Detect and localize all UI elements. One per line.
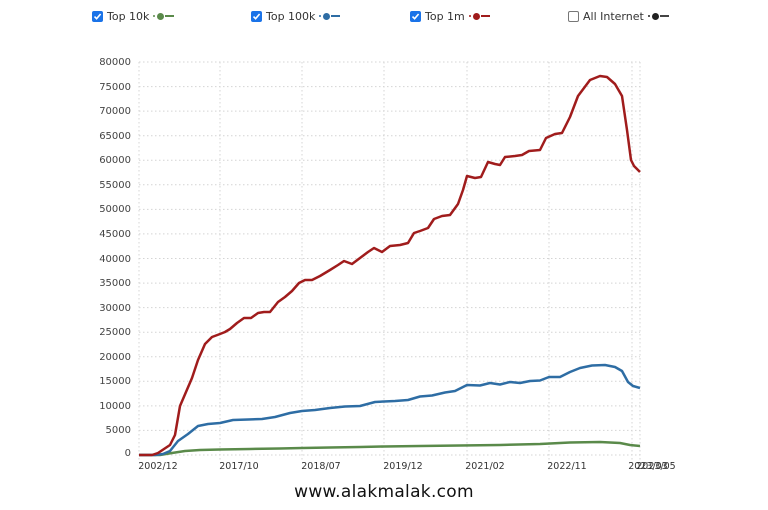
legend-label: Top 100k: [266, 9, 316, 23]
legend-item-top-100k[interactable]: Top 100k: [251, 7, 341, 25]
checkbox-checked-icon[interactable]: [251, 10, 262, 22]
y-axis-labels: 80000 75000 70000 65000 60000 55000 5000…: [99, 57, 131, 459]
legend-item-top-10k[interactable]: Top 10k: [92, 7, 175, 25]
svg-text:40000: 40000: [99, 254, 131, 265]
svg-text:30000: 30000: [99, 303, 131, 314]
svg-text:50000: 50000: [99, 204, 131, 215]
svg-text:45000: 45000: [99, 229, 131, 240]
svg-text:0: 0: [125, 448, 131, 459]
svg-text:2021/02: 2021/02: [465, 461, 504, 472]
series-swatch-icon: [647, 12, 669, 20]
svg-text:80000: 80000: [99, 57, 131, 68]
svg-text:2019/12: 2019/12: [383, 461, 422, 472]
svg-text:60000: 60000: [99, 155, 131, 166]
svg-text:10000: 10000: [99, 401, 131, 412]
svg-text:55000: 55000: [99, 180, 131, 191]
checkbox-checked-icon[interactable]: [92, 10, 103, 22]
checkbox-checked-icon[interactable]: [410, 10, 421, 22]
chart-legend: Top 10k Top 100k Top 1m All Internet: [0, 7, 768, 25]
svg-text:5000: 5000: [106, 425, 131, 436]
series-line-top-1m: [139, 74, 641, 457]
series-swatch-icon: [153, 12, 175, 20]
svg-text:2023/05: 2023/05: [636, 461, 675, 472]
svg-text:2017/10: 2017/10: [219, 461, 258, 472]
series-swatch-icon: [319, 12, 341, 20]
svg-text:2018/07: 2018/07: [301, 461, 340, 472]
svg-text:70000: 70000: [99, 106, 131, 117]
x-axis-labels: 2002/12 2017/10 2018/07 2019/12 2021/02 …: [138, 461, 675, 472]
legend-label: All Internet: [583, 9, 644, 23]
legend-label: Top 1m: [425, 9, 465, 23]
legend-item-all-internet[interactable]: All Internet: [568, 7, 669, 25]
series-swatch-icon: [468, 12, 490, 20]
svg-text:20000: 20000: [99, 352, 131, 363]
grid: [138, 61, 641, 460]
svg-text:75000: 75000: [99, 82, 131, 93]
svg-text:2022/11: 2022/11: [547, 461, 586, 472]
svg-text:65000: 65000: [99, 131, 131, 142]
svg-text:25000: 25000: [99, 327, 131, 338]
svg-text:35000: 35000: [99, 278, 131, 289]
checkbox-unchecked-icon[interactable]: [568, 10, 579, 22]
line-chart: 80000 75000 70000 65000 60000 55000 5000…: [99, 57, 676, 472]
svg-text:2023/03: 2023/03: [628, 461, 667, 472]
svg-text:15000: 15000: [99, 376, 131, 387]
svg-text:2002/12: 2002/12: [138, 461, 177, 472]
series-line-top-100k: [139, 363, 641, 457]
legend-label: Top 10k: [107, 9, 150, 23]
legend-item-top-1m[interactable]: Top 1m: [410, 7, 490, 25]
site-watermark: www.alakmalak.com: [294, 482, 474, 502]
series-line-top-10k: [139, 440, 641, 457]
